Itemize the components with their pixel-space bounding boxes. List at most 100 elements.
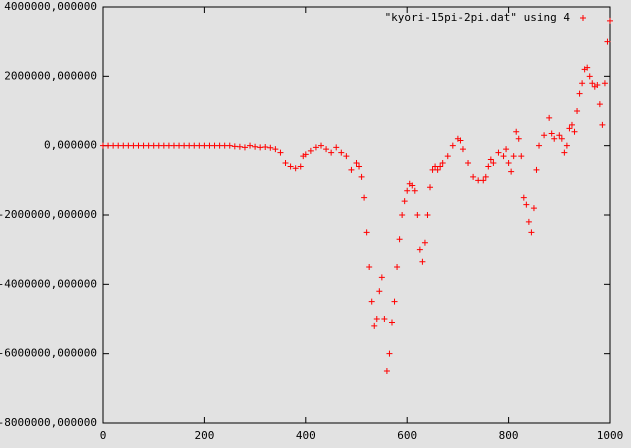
point — [601, 80, 608, 87]
point — [421, 239, 428, 246]
point — [500, 153, 507, 160]
point — [373, 316, 380, 322]
point — [241, 144, 248, 151]
x-tick-label: 800 — [499, 429, 519, 442]
point — [145, 142, 152, 149]
point — [515, 135, 522, 142]
point — [356, 163, 363, 170]
point — [589, 80, 596, 87]
point — [508, 168, 515, 175]
point — [427, 184, 434, 191]
point — [160, 142, 167, 149]
point — [135, 142, 142, 149]
point — [318, 142, 325, 149]
y-tick-label: -2000000,000000 — [0, 208, 97, 221]
point — [333, 144, 340, 151]
point — [110, 142, 117, 149]
point — [457, 137, 464, 144]
point — [409, 182, 416, 189]
point — [470, 173, 477, 180]
point — [584, 64, 591, 71]
point — [404, 187, 411, 194]
point — [465, 160, 472, 166]
x-tick-label: 400 — [296, 429, 316, 442]
point — [530, 205, 537, 212]
point — [257, 144, 264, 151]
point — [528, 229, 535, 236]
point — [247, 142, 254, 149]
point — [414, 212, 421, 218]
point — [150, 142, 157, 149]
point — [571, 128, 578, 135]
point — [155, 142, 162, 149]
point — [338, 149, 345, 156]
point — [221, 142, 228, 149]
point — [510, 153, 517, 160]
y-tick-label: 4000000,000000 — [4, 0, 97, 13]
point — [485, 163, 492, 170]
point — [563, 142, 570, 149]
point — [518, 153, 525, 160]
point — [297, 163, 304, 170]
point — [361, 194, 368, 201]
point — [211, 142, 218, 149]
point — [120, 142, 127, 149]
point — [533, 166, 540, 173]
point — [536, 142, 543, 149]
point — [495, 149, 502, 156]
point — [449, 142, 456, 149]
point — [358, 173, 365, 180]
point — [394, 264, 401, 270]
point — [568, 121, 575, 128]
point — [513, 128, 520, 135]
point — [429, 166, 436, 173]
point — [548, 130, 555, 137]
point — [191, 142, 198, 149]
point — [312, 144, 319, 151]
point — [348, 166, 355, 173]
point — [226, 142, 233, 149]
legend-label: "kyori-15pi-2pi.dat" using 4 — [385, 11, 571, 24]
point — [391, 298, 398, 305]
point — [105, 142, 112, 149]
point — [444, 153, 451, 160]
point — [541, 132, 548, 139]
point — [416, 246, 423, 253]
point — [520, 194, 527, 201]
point — [419, 258, 426, 265]
point — [328, 149, 335, 156]
point — [432, 163, 439, 170]
point — [170, 142, 177, 149]
point — [599, 121, 606, 128]
point — [556, 132, 563, 139]
point — [424, 212, 431, 218]
point — [353, 160, 360, 166]
point — [371, 322, 378, 329]
x-tick-label: 1000 — [597, 429, 624, 442]
point — [437, 163, 444, 170]
point — [378, 274, 385, 281]
point — [323, 146, 330, 153]
point — [363, 229, 370, 236]
x-tick-label: 600 — [397, 429, 417, 442]
point — [165, 142, 172, 149]
point — [561, 149, 568, 156]
point — [196, 142, 203, 149]
point — [604, 38, 611, 45]
point — [100, 142, 106, 149]
point — [307, 147, 314, 154]
point — [546, 114, 553, 121]
point — [386, 350, 393, 357]
point — [439, 160, 446, 166]
point — [487, 156, 494, 163]
point — [130, 142, 137, 149]
point — [292, 165, 299, 172]
point — [551, 135, 558, 142]
point — [411, 187, 418, 194]
point — [576, 90, 583, 97]
point — [176, 142, 183, 149]
point — [381, 316, 388, 322]
point — [596, 101, 603, 108]
point — [503, 146, 510, 153]
point — [523, 201, 530, 208]
